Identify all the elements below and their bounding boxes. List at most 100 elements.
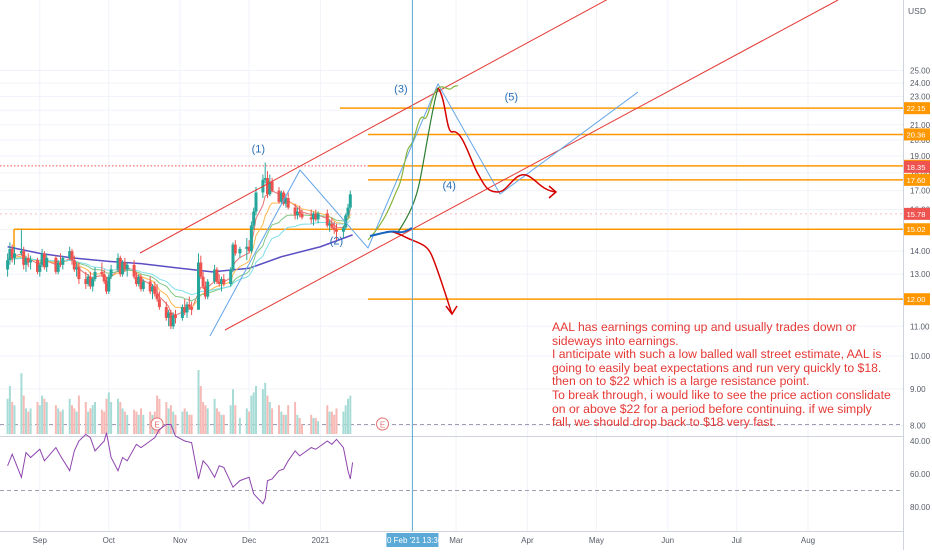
price-tick-label: 21.00 [910, 121, 931, 130]
volume-bar [294, 402, 297, 434]
volume-bar [310, 414, 313, 434]
candle-body [341, 227, 345, 232]
wave-label: (5) [505, 92, 518, 104]
candle-body [222, 279, 226, 284]
volume-bar [342, 411, 345, 434]
candle-body [72, 260, 76, 270]
volume-bar [149, 411, 152, 434]
volume-bar [71, 405, 73, 434]
price-tick-label: 18.00 [910, 169, 931, 178]
current-price-tag [904, 160, 930, 173]
candle-body [118, 257, 122, 275]
candle [316, 211, 320, 224]
time-tick-label: Sep [33, 536, 48, 545]
price-tick-label: 25.00 [910, 66, 931, 75]
candle [282, 190, 286, 206]
rsi-tick-label: 80.00 [910, 503, 931, 512]
volume-bar [133, 409, 136, 434]
volume-bar [335, 408, 338, 434]
volume-bar [222, 414, 225, 434]
candle-body [233, 244, 237, 254]
candle-body [137, 276, 141, 284]
candle [335, 223, 338, 241]
candle [91, 276, 95, 292]
wave-label: (3) [394, 83, 407, 95]
earnings-marker-circle[interactable] [376, 417, 389, 431]
candle-body [325, 213, 329, 226]
candle [42, 251, 46, 270]
volume-bar [73, 408, 76, 434]
volume-bar [117, 398, 119, 434]
volume-bar [57, 408, 60, 434]
price-tick-label: 8.00 [910, 422, 926, 431]
candle [254, 186, 258, 216]
candle-body [42, 253, 46, 268]
price-level-tag-label: 15.02 [907, 225, 926, 234]
crosshair-time-label: 10 Feb '21 13:30 [383, 536, 443, 545]
candle-body [298, 211, 302, 214]
candle-body [279, 192, 283, 202]
candle-body [61, 257, 65, 265]
candle-body [185, 304, 189, 313]
candle [201, 271, 205, 289]
price-level-tag [904, 102, 930, 115]
price-axis-panel[interactable] [903, 0, 932, 550]
candle [169, 309, 173, 330]
volume-bar [278, 405, 280, 434]
candle-body [68, 251, 72, 258]
candle [252, 207, 256, 230]
volume-bar [271, 408, 274, 434]
volume-bar [22, 395, 25, 434]
candle-body [206, 281, 210, 297]
candle [86, 274, 90, 287]
volume-bar [330, 411, 333, 434]
price-tick-label: 17.00 [910, 187, 931, 196]
candle-body [22, 251, 26, 265]
volume-bar [261, 389, 264, 434]
volume-bar [248, 411, 251, 434]
candle [263, 162, 267, 184]
candle [116, 253, 120, 272]
volume-bar [206, 408, 209, 434]
candle [157, 291, 161, 310]
volume-bar [41, 395, 44, 434]
projection-green-path [397, 87, 439, 233]
volume-bar [229, 405, 232, 434]
candle [183, 299, 187, 316]
candle [309, 209, 313, 224]
candle [141, 279, 145, 292]
candle-body [54, 257, 58, 272]
candle [206, 279, 210, 300]
time-tick-label: Dec [242, 536, 256, 545]
candle-body [238, 248, 242, 254]
candle-body [102, 274, 106, 282]
candle-body [107, 276, 111, 292]
volume-bar [45, 402, 48, 434]
volume-bar [91, 405, 94, 434]
volume-bar [142, 414, 145, 434]
price-level-tag-label: 12.00 [907, 295, 926, 304]
analysis-note: AAL has earnings coming up and usually t… [552, 320, 892, 430]
candle-body [40, 253, 44, 265]
candle-body [6, 260, 10, 270]
earnings-marker-circle[interactable] [150, 417, 164, 431]
candle [137, 274, 141, 287]
candle [151, 283, 154, 300]
volume-bar [255, 386, 257, 434]
candle-body [109, 269, 113, 277]
volume-bar [119, 402, 122, 434]
candle-body [132, 264, 136, 277]
rsi-line [7, 424, 354, 505]
projection-red-path [437, 87, 557, 193]
time-tick-label: 2021 [312, 536, 330, 545]
candle [109, 264, 113, 280]
candle-body [174, 315, 177, 318]
candle [10, 244, 14, 263]
price-level-tag [904, 173, 930, 186]
candle-body [13, 253, 16, 258]
candle [312, 211, 315, 226]
candle [217, 274, 221, 287]
candle [328, 219, 332, 232]
